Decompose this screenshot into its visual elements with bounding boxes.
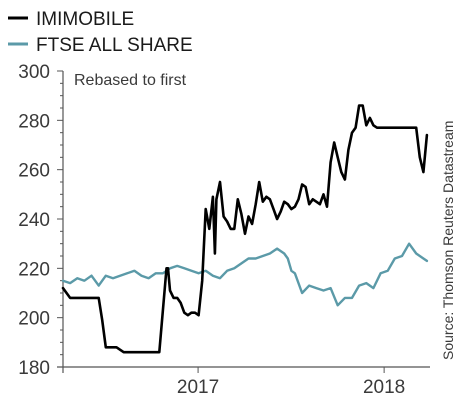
series-line-ftse-all-share	[61, 242, 429, 307]
legend: IMIMOBILE FTSE ALL SHARE	[8, 9, 193, 56]
x-axis: 2017 2018	[57, 366, 430, 398]
x-tick-label: 2018	[363, 377, 405, 398]
series-line-imimobile	[61, 104, 429, 354]
series-layer	[61, 104, 429, 354]
source-note: Source: Thomson Reuters Datastream	[440, 121, 456, 360]
y-tick-label: 300	[18, 62, 50, 83]
legend-label-imimobile: IMIMOBILE	[36, 9, 134, 30]
y-tick-label: 220	[18, 259, 50, 280]
y-tick-label: 240	[18, 210, 50, 231]
y-axis: 180 200 220 240 260 280 300	[18, 62, 64, 379]
y-tick-label: 200	[18, 309, 50, 330]
y-tick-label: 260	[18, 161, 50, 182]
y-tick-label: 180	[18, 358, 50, 379]
chart-annotation: Rebased to first	[74, 72, 187, 89]
y-tick-label: 280	[18, 111, 50, 132]
legend-label-ftse-all-share: FTSE ALL SHARE	[36, 35, 193, 56]
x-tick-label: 2017	[177, 377, 219, 398]
